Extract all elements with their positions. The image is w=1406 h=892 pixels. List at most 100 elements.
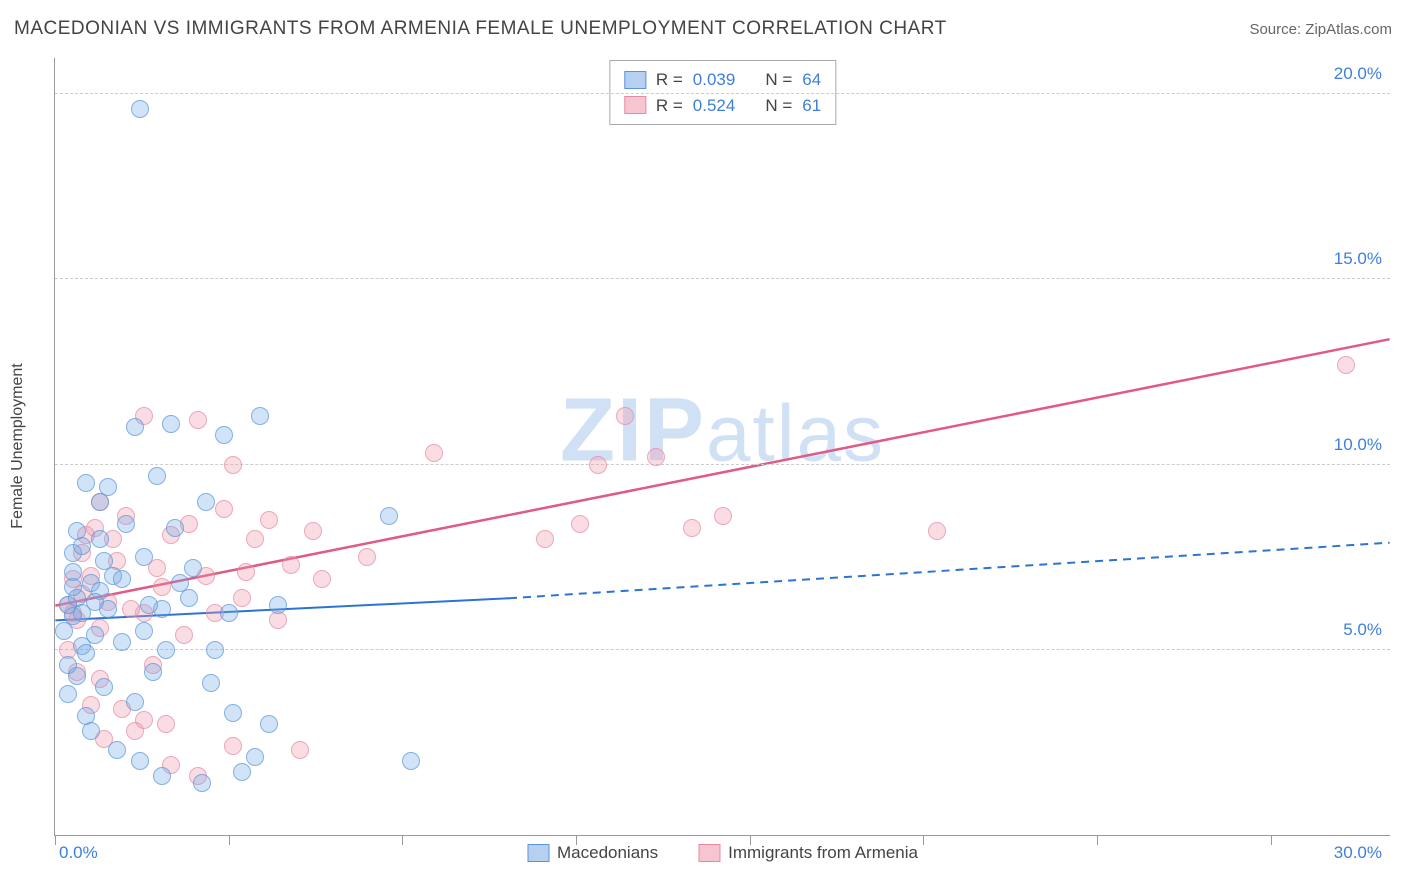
data-point bbox=[425, 444, 443, 462]
data-point bbox=[135, 548, 153, 566]
x-tick bbox=[750, 835, 751, 845]
data-point bbox=[59, 685, 77, 703]
data-point bbox=[99, 478, 117, 496]
data-point bbox=[251, 407, 269, 425]
grid-line bbox=[55, 649, 1390, 650]
data-point bbox=[402, 752, 420, 770]
data-point bbox=[55, 622, 73, 640]
data-point bbox=[536, 530, 554, 548]
data-point bbox=[282, 556, 300, 574]
x-axis-min-label: 0.0% bbox=[59, 843, 98, 863]
data-point bbox=[95, 678, 113, 696]
data-point bbox=[928, 522, 946, 540]
data-point bbox=[1337, 356, 1355, 374]
data-point bbox=[140, 596, 158, 614]
data-point bbox=[220, 604, 238, 622]
legend-series: Macedonians Immigrants from Armenia bbox=[527, 843, 918, 863]
data-point bbox=[304, 522, 322, 540]
data-point bbox=[59, 656, 77, 674]
data-point bbox=[126, 693, 144, 711]
legend-swatch bbox=[624, 71, 646, 89]
data-point bbox=[215, 426, 233, 444]
legend-r-label: R = bbox=[656, 67, 683, 93]
data-point bbox=[616, 407, 634, 425]
y-tick-label: 10.0% bbox=[1334, 435, 1382, 455]
data-point bbox=[233, 589, 251, 607]
data-point bbox=[224, 704, 242, 722]
data-point bbox=[184, 559, 202, 577]
grid-line bbox=[55, 278, 1390, 279]
legend-n-label: N = bbox=[765, 93, 792, 119]
data-point bbox=[175, 626, 193, 644]
data-point bbox=[197, 493, 215, 511]
data-point bbox=[131, 100, 149, 118]
x-tick bbox=[576, 835, 577, 845]
data-point bbox=[189, 411, 207, 429]
data-point bbox=[86, 626, 104, 644]
legend-item: Immigrants from Armenia bbox=[698, 843, 918, 863]
data-point bbox=[571, 515, 589, 533]
y-tick-label: 5.0% bbox=[1343, 620, 1382, 640]
legend-label: Macedonians bbox=[557, 843, 658, 863]
data-point bbox=[157, 641, 175, 659]
data-point bbox=[95, 552, 113, 570]
data-point bbox=[683, 519, 701, 537]
x-tick bbox=[402, 835, 403, 845]
source-label: Source: ZipAtlas.com bbox=[1249, 21, 1392, 38]
data-point bbox=[77, 474, 95, 492]
data-point bbox=[714, 507, 732, 525]
data-point bbox=[313, 570, 331, 588]
y-tick-label: 15.0% bbox=[1334, 249, 1382, 269]
data-point bbox=[113, 633, 131, 651]
x-axis-max-label: 30.0% bbox=[1334, 843, 1382, 863]
grid-line bbox=[55, 464, 1390, 465]
legend-label: Immigrants from Armenia bbox=[728, 843, 918, 863]
legend-swatch bbox=[624, 96, 646, 114]
legend-swatch bbox=[527, 844, 549, 862]
legend-r-value: 0.524 bbox=[693, 93, 736, 119]
data-point bbox=[64, 578, 82, 596]
data-point bbox=[77, 644, 95, 662]
data-point bbox=[166, 519, 184, 537]
data-point bbox=[117, 515, 135, 533]
chart-title: MACEDONIAN VS IMMIGRANTS FROM ARMENIA FE… bbox=[14, 18, 947, 40]
data-point bbox=[246, 530, 264, 548]
legend-item: Macedonians bbox=[527, 843, 658, 863]
data-point bbox=[122, 600, 140, 618]
y-tick-label: 20.0% bbox=[1334, 64, 1382, 84]
data-point bbox=[144, 663, 162, 681]
legend-n-value: 64 bbox=[802, 67, 821, 93]
x-tick bbox=[1097, 835, 1098, 845]
y-axis-title: Female Unemployment bbox=[9, 363, 27, 528]
grid-line bbox=[55, 93, 1390, 94]
data-point bbox=[153, 767, 171, 785]
data-point bbox=[153, 578, 171, 596]
data-point bbox=[358, 548, 376, 566]
data-point bbox=[148, 467, 166, 485]
data-point bbox=[260, 715, 278, 733]
x-tick bbox=[55, 835, 56, 845]
watermark: ZIPatlas bbox=[560, 379, 885, 482]
data-point bbox=[126, 418, 144, 436]
data-point bbox=[215, 500, 233, 518]
data-point bbox=[108, 741, 126, 759]
data-point bbox=[224, 737, 242, 755]
data-point bbox=[206, 641, 224, 659]
data-point bbox=[131, 752, 149, 770]
data-point bbox=[237, 563, 255, 581]
data-point bbox=[82, 722, 100, 740]
data-point bbox=[260, 511, 278, 529]
legend-n-value: 61 bbox=[802, 93, 821, 119]
data-point bbox=[224, 456, 242, 474]
x-tick bbox=[229, 835, 230, 845]
x-tick bbox=[923, 835, 924, 845]
data-point bbox=[91, 530, 109, 548]
data-point bbox=[171, 574, 189, 592]
data-point bbox=[246, 748, 264, 766]
data-point bbox=[233, 763, 251, 781]
data-point bbox=[162, 415, 180, 433]
data-point bbox=[380, 507, 398, 525]
data-point bbox=[647, 448, 665, 466]
data-point bbox=[99, 600, 117, 618]
legend-r-label: R = bbox=[656, 93, 683, 119]
